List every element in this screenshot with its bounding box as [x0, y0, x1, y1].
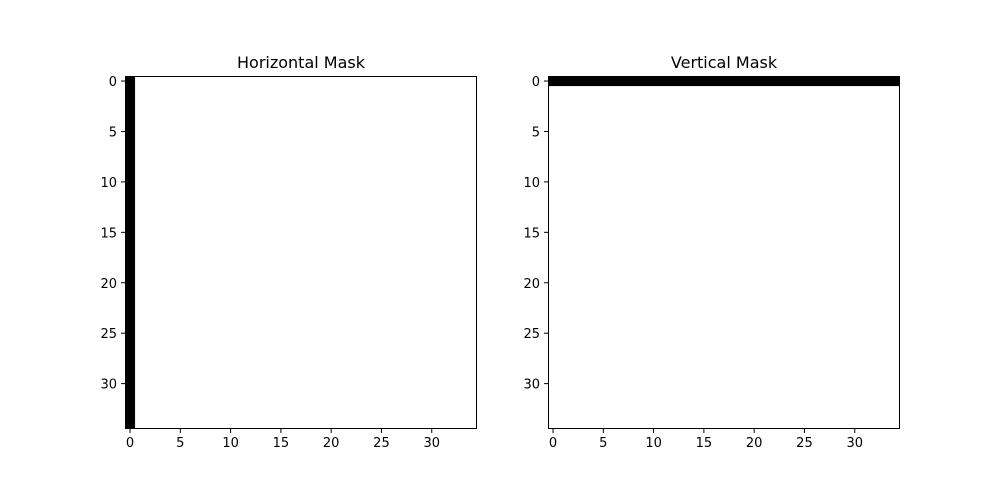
horizontal-mask-zero-column	[125, 76, 136, 429]
vertical-mask-title: Vertical Mask	[671, 53, 778, 72]
horizontal-mask-y-tick-label: 5	[109, 125, 117, 140]
vertical-mask-x-tick-label: 30	[846, 436, 863, 451]
horizontal-mask-x-tick-label: 5	[176, 436, 184, 451]
horizontal-mask-y-tick-label: 20	[100, 277, 117, 292]
horizontal-mask-x-tick-label: 15	[273, 436, 290, 451]
vertical-mask-background	[548, 76, 900, 429]
vertical-mask-x-tick-label: 15	[696, 436, 713, 451]
horizontal-mask-background	[125, 76, 477, 429]
vertical-mask-y-tick-label: 10	[523, 176, 540, 191]
vertical-mask-x-tick-label: 0	[549, 436, 557, 451]
vertical-mask-x-tick-label: 10	[645, 436, 662, 451]
vertical-mask-y-tick-label: 20	[523, 277, 540, 292]
vertical-mask-y-tick-label: 0	[532, 75, 540, 90]
vertical-mask-x-tick-label: 20	[746, 436, 763, 451]
vertical-mask-cells	[548, 76, 900, 429]
vertical-mask-x-axis: 0 5 10 15 20 25 30	[549, 429, 863, 451]
vertical-mask-zero-row	[548, 76, 900, 87]
vertical-mask-y-tick-label: 30	[523, 378, 540, 393]
horizontal-mask-frame	[125, 76, 477, 429]
horizontal-mask-cells	[125, 76, 477, 429]
horizontal-mask-x-tick-label: 10	[222, 436, 239, 451]
horizontal-mask-x-axis: 0 5 10 15 20 25 30	[126, 429, 440, 451]
vertical-mask-frame	[548, 76, 900, 429]
horizontal-mask-y-tick-label: 15	[100, 226, 117, 241]
vertical-mask-x-tick-label: 25	[796, 436, 813, 451]
vertical-mask-y-tick-label: 25	[523, 327, 540, 342]
horizontal-mask-x-tick-label: 0	[126, 436, 134, 451]
vertical-mask-y-axis: 0 5 10 15 20 25 30	[523, 75, 548, 393]
horizontal-mask-x-tick-label: 30	[423, 436, 440, 451]
horizontal-mask-title: Horizontal Mask	[237, 53, 366, 72]
vertical-mask-panel: Vertical Mask 0 5 10 15 20 25 30 0 5 10 15 20 25 30	[523, 53, 900, 451]
horizontal-mask-y-tick-label: 25	[100, 327, 117, 342]
horizontal-mask-y-tick-label: 30	[100, 378, 117, 393]
horizontal-mask-y-axis: 0 5 10 15 20 25 30	[100, 75, 125, 393]
vertical-mask-y-tick-label: 5	[532, 125, 540, 140]
horizontal-mask-y-tick-label: 10	[100, 176, 117, 191]
horizontal-mask-x-tick-label: 25	[373, 436, 390, 451]
horizontal-mask-x-tick-label: 20	[323, 436, 340, 451]
vertical-mask-x-tick-label: 5	[599, 436, 607, 451]
vertical-mask-y-tick-label: 15	[523, 226, 540, 241]
horizontal-mask-y-tick-label: 0	[109, 75, 117, 90]
horizontal-mask-panel: Horizontal Mask 0 5 10 15 20 25 30 0 5 10 15 20 25 3…	[100, 53, 477, 451]
